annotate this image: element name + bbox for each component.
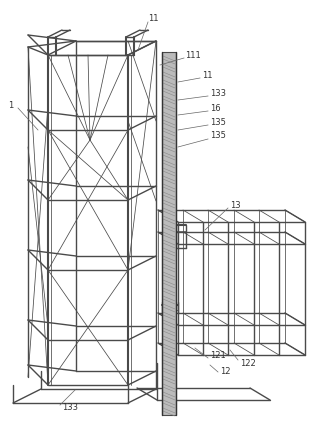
Text: 11: 11 — [148, 13, 158, 23]
Text: 11: 11 — [202, 70, 212, 79]
Text: 111: 111 — [185, 51, 201, 59]
Text: 13: 13 — [230, 201, 241, 210]
Bar — [162, 52, 176, 415]
Text: 135: 135 — [210, 132, 226, 140]
Text: 135: 135 — [210, 117, 226, 127]
Text: 133: 133 — [210, 89, 226, 97]
Text: 12: 12 — [220, 368, 230, 377]
Text: 16: 16 — [210, 104, 220, 113]
Text: 122: 122 — [240, 358, 256, 368]
Text: 1: 1 — [8, 101, 13, 109]
Text: 121: 121 — [210, 350, 226, 360]
Text: 133: 133 — [62, 404, 78, 412]
